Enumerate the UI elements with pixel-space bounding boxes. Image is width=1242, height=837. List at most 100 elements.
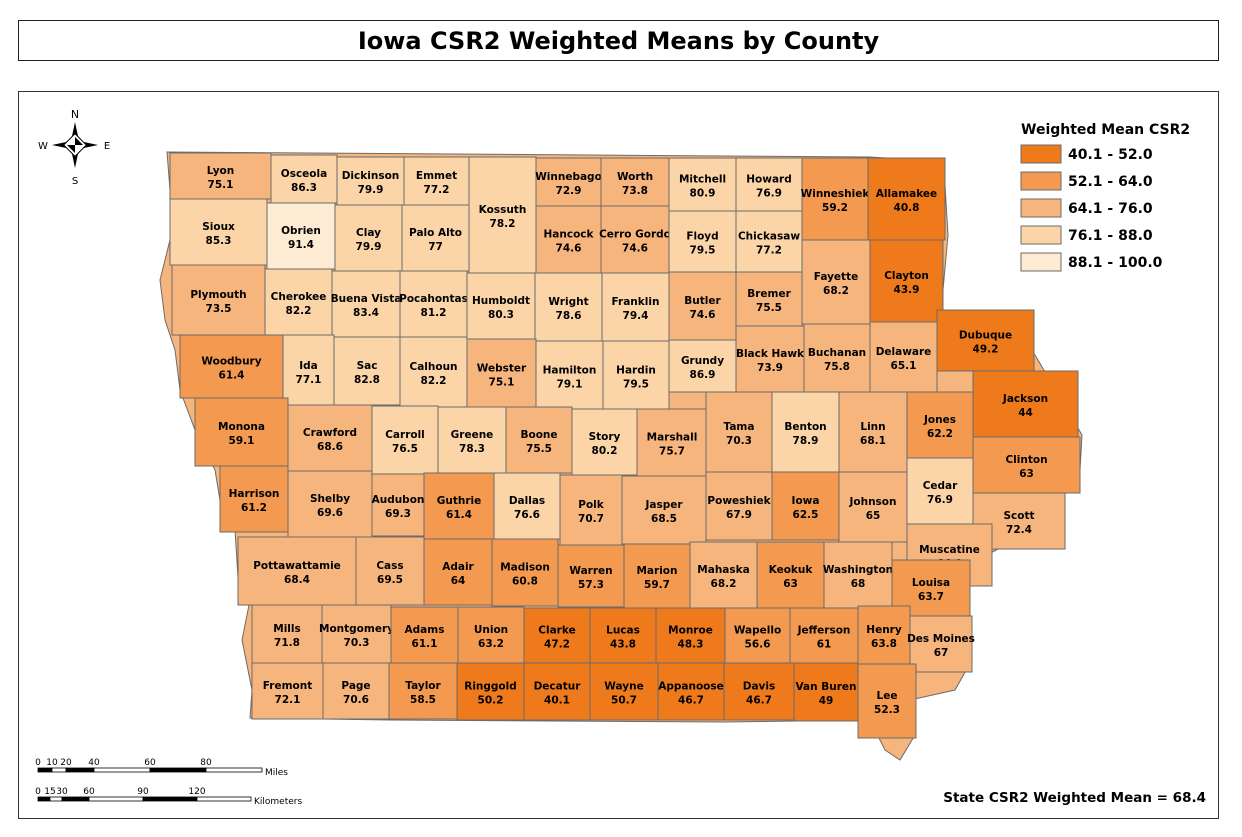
county-name: Madison [500,562,550,574]
legend-items: 40.1 - 52.0 52.1 - 64.0 64.1 - 76.0 76.1 - … [1020,144,1163,272]
county-fill [401,204,470,272]
county-value: 75.8 [824,361,850,373]
county-name: Jackson [1002,393,1048,405]
county-cerro-gordo: Cerro Gordo 74.6 [599,205,671,274]
county-name: Wapello [734,625,781,637]
county-woodbury: Woodbury 61.4 [179,334,284,399]
county-name: Dallas [509,495,545,507]
county-name: Linn [860,421,885,433]
county-jefferson: Jefferson 61 [789,607,859,664]
county-value: 68.2 [711,578,737,590]
county-value: 77 [428,241,443,253]
scale-tick-label: 10 [46,758,58,768]
county-value: 70.3 [726,435,752,447]
county-fill [169,198,268,266]
county-story: Story 80.2 [571,408,638,476]
county-des-moines: Des Moines 67 [907,615,975,673]
county-jackson: Jackson 44 [972,370,1079,438]
county-fill [867,157,946,241]
county-name: Fremont [263,680,312,692]
county-fill [936,309,1035,372]
state-mean-label: State CSR2 Weighted Mean = 68.4 [943,790,1206,806]
county-name: Palo Alto [409,227,462,239]
county-name: Buena Vista [331,293,402,305]
scale-segment [61,796,90,802]
county-value: 69.5 [377,574,403,586]
county-fill [403,156,470,206]
county-name: Lucas [606,625,640,637]
county-name: Clayton [884,270,929,282]
county-delaware: Delaware 65.1 [869,321,938,393]
county-lee: Lee 52.3 [857,663,917,739]
county-union: Union 63.2 [457,606,525,664]
county-value: 61 [817,639,832,651]
county-fill [264,268,333,336]
county-fill [689,541,758,609]
county-value: 68 [851,578,866,590]
county-name: Washington [823,564,893,576]
county-value: 80.2 [592,445,618,457]
county-value: 77.2 [756,245,782,257]
county-value: 80.3 [488,309,514,321]
county-value: 70.3 [344,637,370,649]
county-value: 67 [934,647,949,659]
county-fill [334,204,403,272]
county-appanoose: Appanoose 46.7 [657,662,725,721]
county-name: Marion [636,565,677,577]
county-wapello: Wapello 56.6 [724,607,791,664]
county-name: Mitchell [679,174,726,186]
county-value: 79.5 [623,379,649,391]
county-value: 70.7 [578,513,604,525]
county-name: Black Hawk [736,348,805,360]
county-van-buren: Van Buren 49 [793,662,859,722]
county-sioux: Sioux 85.3 [169,198,268,266]
county-name: Pocahontas [399,293,468,305]
scale-tick-label: 0 [35,758,41,768]
legend-title: Weighted Mean CSR2 [1021,122,1190,138]
county-winnebago: Winnebago 72.9 [535,157,602,207]
county-fill [287,404,373,472]
county-value: 74.6 [622,243,648,255]
county-value: 57.3 [578,579,604,591]
county-value: 75.5 [756,302,782,314]
county-name: Carroll [385,429,425,441]
county-buena-vista: Buena Vista 83.4 [331,270,402,338]
county-value: 61.1 [412,638,438,650]
county-value: 44 [1018,407,1033,419]
county-fayette: Fayette 68.2 [801,239,871,325]
county-value: 79.4 [623,310,649,322]
county-name: Webster [477,363,527,375]
county-fill [724,607,791,664]
county-marion: Marion 59.7 [623,543,691,609]
county-name: Union [474,624,508,636]
county-name: Lyon [207,165,235,177]
county-warren: Warren 57.3 [557,544,625,608]
county-cass: Cass 69.5 [355,536,425,606]
county-clay: Clay 79.9 [334,204,403,272]
county-value: 72.9 [556,185,582,197]
county-name: Osceola [281,168,327,180]
county-decatur: Decatur 40.1 [523,662,591,721]
county-poweshiek: Poweshiek 67.9 [705,471,773,541]
county-fill [869,239,944,323]
county-value: 73.8 [622,185,648,197]
county-hamilton: Hamilton 79.1 [535,340,604,411]
compass-rose-icon: N S W E [38,108,110,187]
county-name: Buchanan [808,347,866,359]
county-name: Scott [1003,510,1034,522]
county-linn: Linn 68.1 [838,391,908,473]
county-fill [251,662,324,720]
county-value: 48.3 [678,639,704,651]
county-name: Story [589,431,621,443]
county-value: 61.2 [241,502,267,514]
compass-w: W [38,141,48,152]
county-fill [668,339,737,393]
county-value: 76.9 [927,494,953,506]
legend-swatch [1020,144,1062,164]
county-fill [423,538,493,606]
county-fill [869,321,938,393]
legend-label: 52.1 - 64.0 [1068,174,1153,190]
county-name: Marshall [647,432,698,444]
